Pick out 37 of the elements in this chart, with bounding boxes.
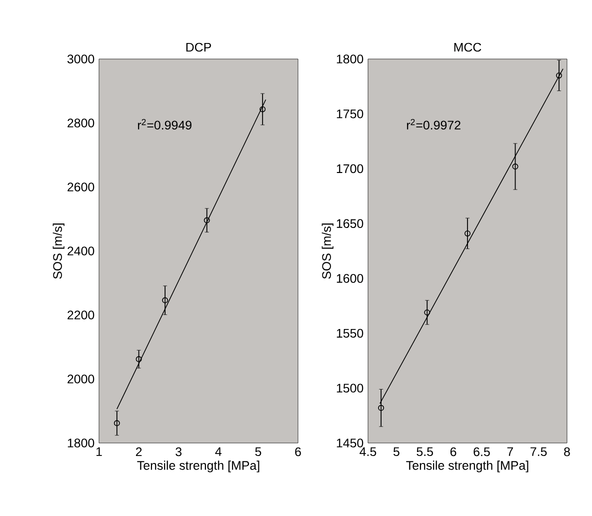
chart-title: DCP xyxy=(186,42,211,52)
x-tick-label: 6.5 xyxy=(474,447,490,456)
y-tick-label: 1750 xyxy=(336,109,364,118)
y-tick-label: 1650 xyxy=(336,219,364,228)
x-tick-label: 4 xyxy=(215,447,222,456)
x-tick-label: 2 xyxy=(136,447,142,456)
y-tick-label: 2800 xyxy=(68,118,94,128)
y-tick-label: 1800 xyxy=(68,438,94,448)
y-tick-label: 3000 xyxy=(67,54,94,64)
x-axis-title: Tensile strength [MPa] xyxy=(406,460,528,472)
y-tick-label: 1550 xyxy=(336,328,364,338)
y-tick-label: 2600 xyxy=(68,182,94,192)
y-axis-title: SOS [m/s] xyxy=(322,224,334,279)
x-tick-label: 3 xyxy=(176,447,182,456)
x-tick-label: 5.5 xyxy=(416,447,433,456)
y-tick-label: 2400 xyxy=(68,246,94,256)
y-tick-label: 1700 xyxy=(336,164,364,174)
x-tick-label: 6 xyxy=(450,447,456,456)
x-tick-label: 6 xyxy=(295,447,301,456)
y-tick-label: 1450 xyxy=(336,438,364,448)
x-tick-label: 1 xyxy=(96,447,102,456)
y-axis-title: SOS [m/s] xyxy=(52,224,64,279)
annotation: r$^{2}$=0.9972 xyxy=(407,118,460,130)
y-tick-label: 1600 xyxy=(336,274,364,283)
x-axis-title: Tensile strength [MPa] xyxy=(137,460,260,472)
y-tick-label: 2000 xyxy=(68,374,94,384)
x-tick-label: 7 xyxy=(507,447,513,456)
x-tick-label: 8 xyxy=(564,447,570,456)
annotation: r$^{2}$=0.9949 xyxy=(138,118,192,130)
x-tick-label: 4.5 xyxy=(360,447,376,456)
y-tick-label: 2200 xyxy=(68,310,94,320)
x-tick-label: 7.5 xyxy=(530,447,547,456)
x-tick-label: 5 xyxy=(393,447,400,456)
x-tick-label: 5 xyxy=(255,447,262,456)
y-tick-label: 1800 xyxy=(336,54,364,64)
chart-title: MCC xyxy=(454,42,482,52)
y-tick-label: 1500 xyxy=(336,384,364,393)
